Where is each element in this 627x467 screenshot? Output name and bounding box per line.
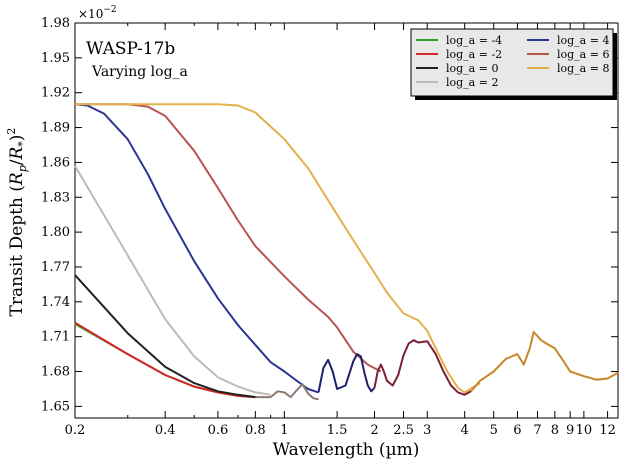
series-line-10 bbox=[470, 331, 619, 392]
x-tick-label: 0.6 bbox=[208, 423, 229, 438]
y-tick-label: 1.89 bbox=[41, 121, 70, 136]
series-line-1 bbox=[74, 321, 256, 399]
y-tick-label: 1.86 bbox=[41, 155, 70, 170]
x-tick-label: 9 bbox=[566, 423, 574, 438]
y-tick-label: 1.83 bbox=[41, 190, 70, 205]
series-line-6 bbox=[75, 103, 481, 394]
legend-label: log_a = 4 bbox=[557, 34, 609, 47]
series-line-0 bbox=[74, 323, 256, 399]
series-line-4 bbox=[74, 103, 319, 394]
legend-label: log_a = -2 bbox=[446, 48, 502, 61]
series-line-5 bbox=[75, 103, 382, 373]
x-tick-label: 1 bbox=[280, 423, 288, 438]
y-tick-label: 1.98 bbox=[41, 16, 70, 31]
series-line-9 bbox=[373, 339, 472, 396]
y-tick-label: 1.65 bbox=[41, 399, 70, 414]
legend-label: log_a = 8 bbox=[557, 62, 609, 75]
plot-frame bbox=[74, 22, 619, 419]
chart-title: WASP-17b bbox=[86, 39, 175, 59]
series-line-2 bbox=[74, 274, 256, 399]
series-line-8 bbox=[317, 353, 376, 393]
curves-group bbox=[74, 103, 619, 401]
series-line-3 bbox=[74, 165, 271, 396]
y-tick-label: 1.77 bbox=[41, 260, 70, 275]
x-tick-label: 0.2 bbox=[65, 423, 86, 438]
x-tick-label: 2.5 bbox=[393, 423, 414, 438]
x-axis: 0.2 0.4 0.6 0.8 1 1.5 2 2.5 3 4 5 6 7 8 9 10 12 bbox=[65, 23, 616, 438]
y-tick-label: 1.95 bbox=[41, 51, 70, 66]
y-axis: 1.65 1.68 1.71 1.74 1.77 1.80 1.83 1.86 1.89 1.92… bbox=[41, 16, 618, 414]
legend-label: log_a = 0 bbox=[446, 62, 498, 75]
x-tick-label: 0.4 bbox=[155, 423, 176, 438]
y-multiplier: ×10−2 bbox=[78, 5, 117, 21]
series-line-7 bbox=[255, 383, 319, 401]
x-tick-label: 2 bbox=[370, 423, 378, 438]
x-tick-label: 7 bbox=[533, 423, 541, 438]
y-tick-label: 1.68 bbox=[41, 365, 70, 380]
x-tick-label: 12 bbox=[599, 423, 616, 438]
y-axis-label: Transit Depth (Rp/R*)2 bbox=[5, 128, 29, 317]
legend-label: log_a = 2 bbox=[446, 76, 498, 89]
y-tick-label: 1.71 bbox=[41, 330, 70, 345]
x-tick-label: 0.8 bbox=[245, 423, 266, 438]
x-tick-label: 4 bbox=[461, 423, 469, 438]
y-tick-label: 1.92 bbox=[41, 86, 70, 101]
chart-subtitle: Varying log_a bbox=[91, 64, 188, 80]
x-tick-label: 10 bbox=[576, 423, 593, 438]
x-axis-label: Wavelength (µm) bbox=[273, 440, 420, 460]
x-tick-label: 6 bbox=[513, 423, 521, 438]
x-tick-label: 3 bbox=[423, 423, 431, 438]
y-tick-label: 1.74 bbox=[41, 295, 70, 310]
x-tick-label: 1.5 bbox=[327, 423, 348, 438]
x-tick-label: 8 bbox=[551, 423, 559, 438]
x-tick-label: 5 bbox=[490, 423, 498, 438]
legend-label: log_a = 6 bbox=[557, 48, 609, 61]
legend-box bbox=[410, 28, 614, 97]
legend-label: log_a = -4 bbox=[446, 34, 502, 47]
y-tick-label: 1.80 bbox=[41, 225, 70, 240]
